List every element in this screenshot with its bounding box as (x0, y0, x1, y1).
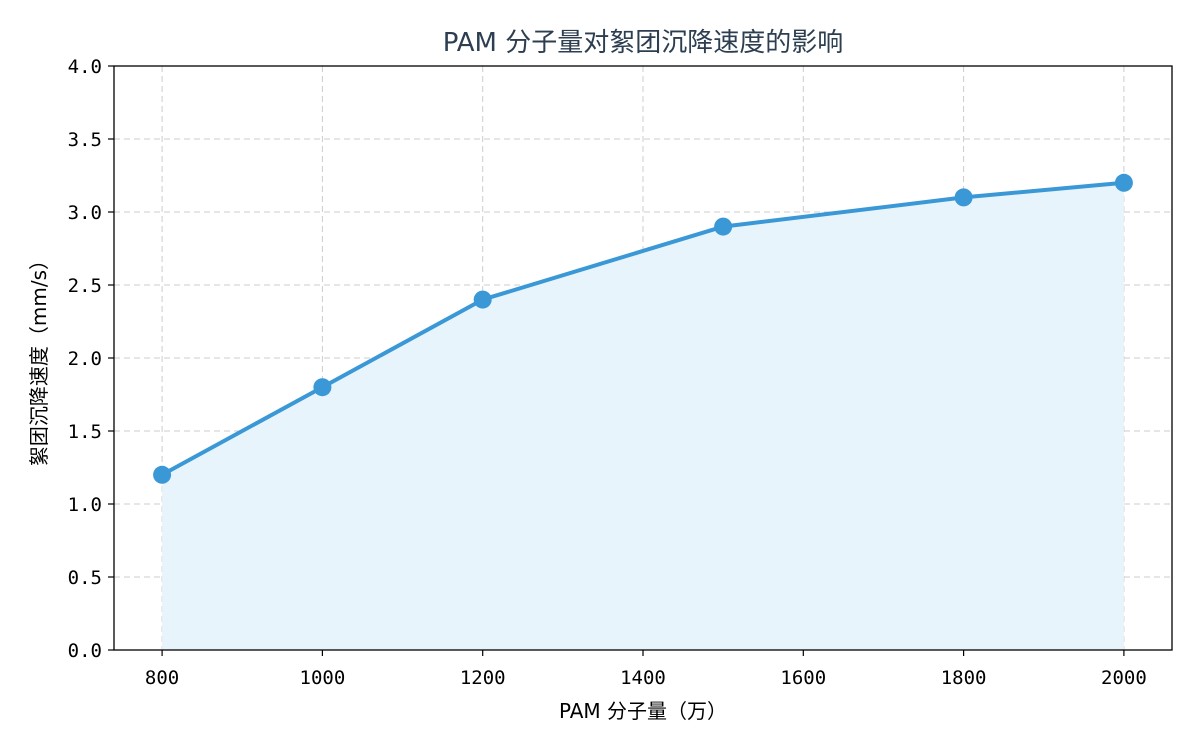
x-axis-ticks: 800 1000 1200 1400 1600 1800 2000 (145, 650, 1147, 689)
x-tick-label: 800 (145, 667, 179, 689)
x-tick-label: 1000 (300, 667, 346, 689)
y-tick-label: 1.5 (68, 421, 102, 443)
data-point (1114, 173, 1133, 192)
y-tick-label: 1.0 (68, 494, 102, 516)
x-tick-label: 1200 (460, 667, 506, 689)
x-tick-label: 2000 (1101, 667, 1147, 689)
data-points-layer (153, 173, 1133, 484)
y-tick-label: 0.5 (68, 567, 102, 589)
area-fill-layer (162, 182, 1124, 651)
chart-title: PAM 分子量对絮团沉降速度的影响 (443, 28, 844, 58)
data-point (313, 378, 332, 397)
y-tick-label: 4.0 (68, 56, 102, 78)
y-tick-label: 2.5 (68, 275, 102, 297)
series-line-layer (160, 180, 1126, 477)
data-point (473, 290, 492, 309)
x-tick-label: 1400 (620, 667, 666, 689)
y-tick-label: 2.0 (68, 348, 102, 370)
x-tick-label: 1600 (780, 667, 826, 689)
series-line (160, 180, 1126, 477)
x-tick-label: 1800 (941, 667, 987, 689)
area-fill (162, 182, 1124, 651)
data-point (954, 188, 973, 207)
x-axis-label: PAM 分子量（万） (559, 699, 727, 723)
y-tick-label: 3.5 (68, 129, 102, 151)
y-axis-label: 絮团沉降速度（mm/s） (27, 250, 51, 466)
data-point (714, 217, 733, 236)
data-point (153, 465, 172, 484)
y-tick-label: 3.0 (68, 202, 102, 224)
y-tick-label: 0.0 (68, 640, 102, 662)
y-axis-ticks: 0.0 0.5 1.0 1.5 2.0 2.5 3.0 3.5 4.0 (68, 56, 114, 662)
